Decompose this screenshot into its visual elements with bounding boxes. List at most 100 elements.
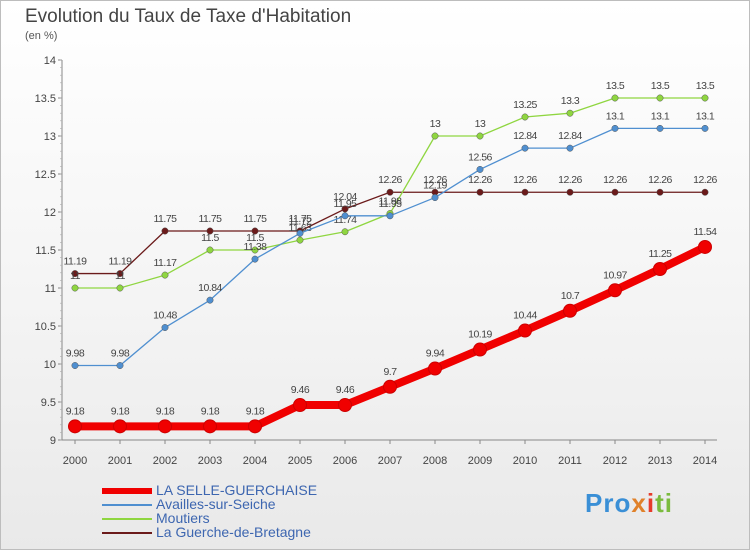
chart-title: Evolution du Taux de Taxe d'Habitation xyxy=(25,6,352,27)
data-point xyxy=(476,165,484,173)
data-point xyxy=(338,398,352,413)
data-label: 9.46 xyxy=(336,384,355,396)
data-label: 11.75 xyxy=(154,213,178,225)
data-label: 13.3 xyxy=(561,95,580,107)
data-label: 12.26 xyxy=(558,174,582,186)
data-point xyxy=(701,188,709,196)
data-point xyxy=(161,227,169,235)
data-label: 10.44 xyxy=(513,310,537,322)
data-point xyxy=(566,109,574,117)
data-point xyxy=(518,323,532,338)
data-label: 10.48 xyxy=(153,310,177,322)
data-point xyxy=(251,227,259,235)
data-point xyxy=(428,361,442,376)
legend-label: Availles-sur-Seiche xyxy=(156,496,276,512)
x-tick-label: 2000 xyxy=(63,455,87,467)
x-tick-label: 2008 xyxy=(423,455,447,467)
y-tick-label: 10 xyxy=(44,359,56,371)
data-label: 10.19 xyxy=(468,329,492,341)
y-tick-label: 10.5 xyxy=(35,321,56,333)
data-label: 9.18 xyxy=(246,405,265,417)
data-label: 10.84 xyxy=(198,282,222,294)
y-tick-label: 14 xyxy=(44,55,56,67)
data-label: 9.18 xyxy=(156,405,175,417)
data-point xyxy=(113,419,127,434)
x-tick-label: 2006 xyxy=(333,455,357,467)
data-point xyxy=(71,284,79,292)
data-point xyxy=(248,419,262,434)
data-point xyxy=(116,270,124,278)
data-point xyxy=(293,398,307,413)
data-label: 12.56 xyxy=(468,151,492,163)
data-label: 13.1 xyxy=(696,110,715,122)
data-point xyxy=(341,212,349,220)
y-tick-label: 11 xyxy=(45,283,56,295)
data-label: 9.18 xyxy=(66,405,85,417)
data-label: 12.26 xyxy=(468,174,492,186)
data-label: 9.7 xyxy=(383,366,397,378)
legend-swatch xyxy=(102,532,152,534)
data-point xyxy=(161,271,169,279)
data-label: 9.98 xyxy=(111,348,130,360)
data-label: 11.38 xyxy=(244,241,268,253)
data-point xyxy=(386,188,394,196)
data-point xyxy=(476,188,484,196)
data-point xyxy=(203,419,217,434)
data-point xyxy=(158,419,172,434)
x-tick-label: 2003 xyxy=(198,455,222,467)
data-label: 11.74 xyxy=(334,214,358,226)
data-point xyxy=(71,270,79,278)
data-label: 11.75 xyxy=(289,213,313,225)
data-point xyxy=(653,262,667,276)
data-point xyxy=(701,94,709,102)
data-label: 12.84 xyxy=(558,130,582,142)
data-label: 10.7 xyxy=(561,290,580,302)
x-tick-label: 2004 xyxy=(243,455,267,467)
data-label: 11.98 xyxy=(379,196,403,208)
data-point xyxy=(71,362,79,369)
data-label: 12.26 xyxy=(513,174,537,186)
legend-swatch xyxy=(102,518,152,520)
data-point xyxy=(611,94,619,102)
data-point xyxy=(701,124,709,132)
x-tick-label: 2007 xyxy=(378,455,402,467)
data-point xyxy=(341,228,349,236)
data-point xyxy=(251,255,259,263)
x-tick-label: 2002 xyxy=(153,455,177,467)
data-label: 13 xyxy=(475,118,486,130)
data-label: 12.19 xyxy=(423,180,447,192)
y-tick-label: 11.5 xyxy=(35,245,56,257)
data-label: 11.95 xyxy=(334,198,358,210)
data-point xyxy=(206,227,214,235)
data-label: 11.19 xyxy=(64,256,88,268)
data-label: 11.25 xyxy=(649,248,673,260)
data-label: 12.26 xyxy=(648,174,672,186)
y-tick-label: 12.5 xyxy=(35,169,56,181)
proxiti-logo: Proxiti xyxy=(585,488,673,518)
data-label: 11.5 xyxy=(246,232,264,244)
series-line-availles-sur-seiche xyxy=(75,127,705,367)
legend-label: Moutiers xyxy=(156,510,210,526)
data-label: 12.26 xyxy=(693,174,717,186)
data-point xyxy=(206,296,214,304)
y-tick-label: 13.5 xyxy=(35,93,56,105)
x-tick-label: 2001 xyxy=(108,455,132,467)
data-label: 11.54 xyxy=(694,226,718,238)
legend-swatch xyxy=(102,504,152,506)
data-label: 12.26 xyxy=(603,174,627,186)
data-point xyxy=(656,124,664,132)
data-point xyxy=(611,124,619,132)
data-point xyxy=(476,132,484,140)
data-label: 9.18 xyxy=(111,405,130,417)
data-point xyxy=(656,188,664,196)
data-point xyxy=(116,284,124,292)
data-point xyxy=(563,303,577,318)
data-point xyxy=(431,132,439,140)
data-label: 13.5 xyxy=(606,80,625,92)
data-label: 13.1 xyxy=(651,110,670,122)
data-label: 11.19 xyxy=(109,256,133,268)
data-point xyxy=(386,212,394,220)
legend-label: La Guerche-de-Bretagne xyxy=(156,524,311,540)
